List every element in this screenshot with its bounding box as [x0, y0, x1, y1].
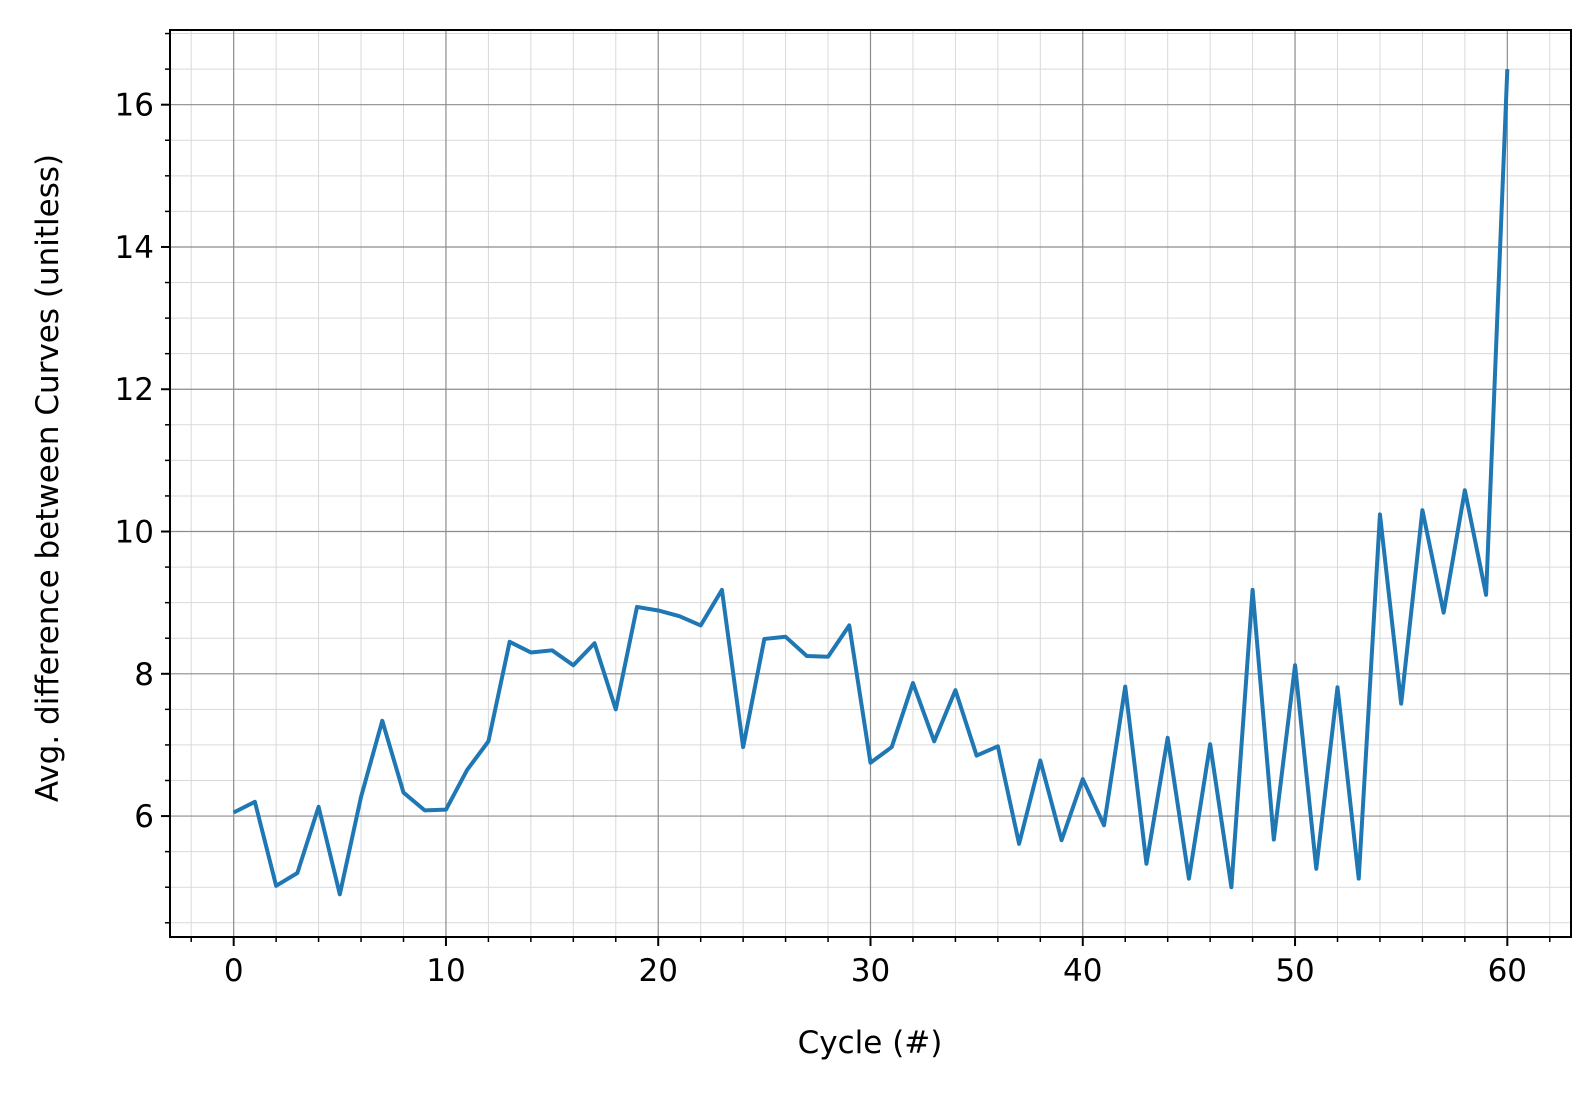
major-grid	[170, 30, 1571, 937]
axis-ticks	[161, 32, 1551, 946]
minor-grid	[170, 30, 1571, 937]
y-tick-label: 14	[115, 230, 154, 266]
x-tick-label: 50	[1275, 953, 1314, 989]
x-tick-label: 20	[639, 953, 678, 989]
y-tick-label: 12	[115, 372, 154, 408]
x-tick-label: 40	[1063, 953, 1102, 989]
y-tick-label: 10	[115, 515, 154, 551]
x-tick-label: 30	[851, 953, 890, 989]
x-tick-label: 0	[224, 953, 244, 989]
series-line	[232, 69, 1510, 897]
y-tick-label: 16	[115, 88, 154, 124]
x-tick-label: 10	[426, 953, 465, 989]
y-tick-label: 6	[134, 799, 154, 835]
x-tick-label: 60	[1488, 953, 1527, 989]
tick-labels: 0 10 20 30 40 50 60 6 8 10 12 14 16	[115, 88, 1527, 989]
series-layer	[232, 69, 1510, 897]
x-axis-label: Cycle (#)	[798, 1025, 943, 1061]
y-tick-label: 8	[134, 657, 154, 693]
y-axis-label: Avg. difference between Curves (unitless…	[30, 154, 66, 802]
